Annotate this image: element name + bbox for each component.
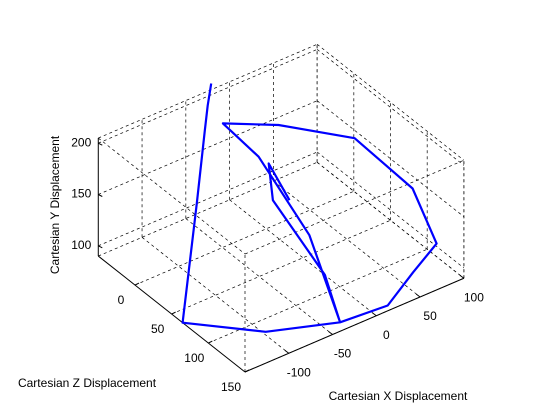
x-tick	[372, 312, 377, 317]
y-axis-label: Cartesian Y Displacement	[48, 135, 62, 274]
x-tick-label: 0	[383, 328, 390, 342]
y-tick	[98, 142, 103, 146]
data-line	[181, 83, 438, 333]
box-edge	[98, 137, 246, 255]
z-tick	[244, 369, 250, 373]
box-edge	[98, 43, 318, 139]
grid-line	[98, 151, 318, 247]
grid-line	[316, 151, 465, 269]
box-edge	[316, 44, 465, 161]
z-tick-label: 150	[221, 380, 241, 394]
x-tick-label: 50	[423, 309, 437, 323]
y-tick	[98, 194, 103, 197]
y-tick-label: 200	[71, 135, 91, 149]
z-tick	[208, 340, 213, 344]
grid-line	[98, 49, 318, 144]
x-tick	[328, 331, 333, 335]
z-tick-label: 100	[184, 351, 204, 365]
z-tick	[134, 282, 140, 286]
grid-line	[316, 162, 465, 279]
z-tick-label: 50	[151, 322, 165, 336]
x-tick	[459, 274, 465, 279]
y-tick	[98, 245, 103, 249]
x-tick-label: -50	[334, 347, 352, 361]
grid-line	[208, 248, 428, 344]
grid-line	[316, 49, 465, 166]
x-axis	[244, 277, 465, 373]
z-tick	[171, 311, 176, 315]
grid-line	[141, 237, 289, 354]
y-tick-label: 150	[71, 187, 91, 201]
grid-line	[98, 100, 318, 195]
z-axis-label: Cartesian Z Displacement	[18, 376, 157, 390]
grid-line	[185, 218, 333, 335]
grid-line	[229, 199, 377, 317]
box-edge	[98, 161, 318, 257]
grid-line	[171, 219, 391, 315]
x-axis-label: Cartesian X Displacement	[329, 389, 468, 403]
grid-line	[316, 100, 465, 217]
grid-line	[134, 190, 354, 286]
x-tick-label: -100	[287, 365, 311, 379]
y-tick-label: 100	[71, 238, 91, 252]
x-tick	[415, 293, 421, 298]
x-tick-label: 100	[464, 290, 484, 304]
grid-line	[273, 180, 421, 298]
z-tick-label: 0	[118, 293, 125, 307]
x-tick	[284, 349, 290, 354]
